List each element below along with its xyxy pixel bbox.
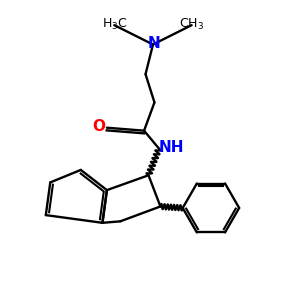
Text: H$_3$C: H$_3$C (102, 17, 127, 32)
Text: N: N (147, 36, 160, 51)
Text: NH: NH (159, 140, 184, 154)
Text: O: O (92, 119, 105, 134)
Text: CH$_3$: CH$_3$ (179, 17, 204, 32)
